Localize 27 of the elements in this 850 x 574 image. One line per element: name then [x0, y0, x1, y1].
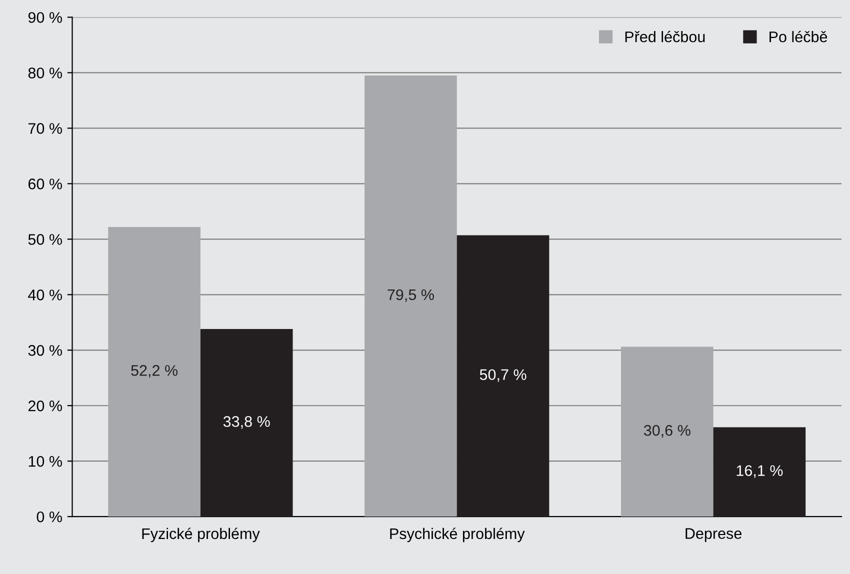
data-label: 50,7 % — [480, 369, 526, 382]
bar — [620, 346, 714, 517]
x-tick-label: Psychické problémy — [390, 528, 525, 542]
data-label: 52,2 % — [131, 365, 178, 378]
bar — [456, 235, 550, 517]
y-tick-label: 20 % — [28, 400, 62, 412]
data-label: 33,8 % — [223, 416, 270, 429]
bar — [713, 427, 806, 517]
x-tick-label: Fyzické problémy — [142, 528, 260, 542]
bar — [200, 329, 293, 517]
y-tick-label: 60 % — [28, 178, 62, 190]
y-tick-label: 40 % — [28, 290, 62, 300]
data-label: 30,6 % — [644, 424, 690, 438]
bar — [108, 226, 200, 517]
y-tick-label: 0 % — [36, 511, 62, 522]
legend-label: Před léčbou — [625, 30, 705, 42]
legend-label: Po léčbě — [770, 30, 828, 42]
x-tick-label: Deprese — [686, 528, 742, 542]
y-tick-label: 80 % — [28, 68, 62, 78]
y-tick-label: 90 % — [28, 12, 62, 23]
data-label: 79,5 % — [388, 289, 434, 302]
y-tick-label: 50 % — [28, 234, 62, 245]
y-tick-label: 30 % — [28, 345, 62, 356]
bar — [364, 75, 457, 517]
y-tick-label: 70 % — [28, 123, 62, 134]
y-tick-label: 10 % — [28, 456, 62, 467]
data-label: 16,1 % — [736, 465, 783, 478]
